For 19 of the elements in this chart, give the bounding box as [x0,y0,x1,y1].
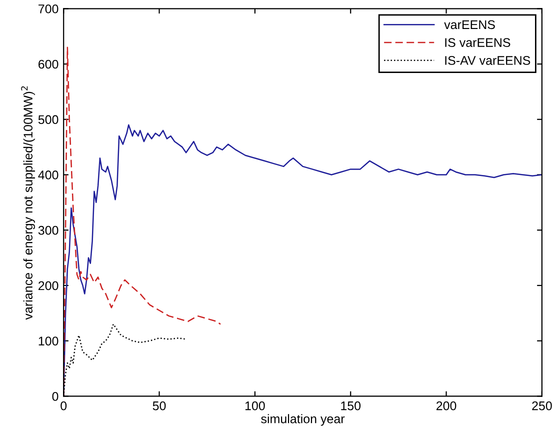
y-tick-label: 600 [38,60,58,69]
x-tick-label: 250 [532,401,552,410]
legend-label: varEENS [444,20,495,30]
y-tick-label: 200 [38,281,58,290]
y-tick-label: 300 [38,226,58,235]
y-tick-label: 700 [38,4,58,14]
y-tick-label: 0 [52,392,58,401]
y-axis-title: variance of energy not supplied/(100MW)$^{2}$ [21,86,35,320]
x-tick-label: 100 [245,401,265,410]
legend-label: IS varEENS [445,38,510,47]
x-tick-label: 0 [60,401,67,410]
legend-label: IS-AV varEENS [445,56,530,65]
x-axis-title: simulation year [261,414,345,426]
x-tick-label: 150 [341,401,361,410]
y-tick-label: 400 [38,170,58,180]
x-tick-label: 50 [152,401,166,410]
y-tick-label: 100 [38,336,58,346]
x-tick-label: 200 [436,401,456,410]
y-tick-label: 500 [38,115,58,124]
